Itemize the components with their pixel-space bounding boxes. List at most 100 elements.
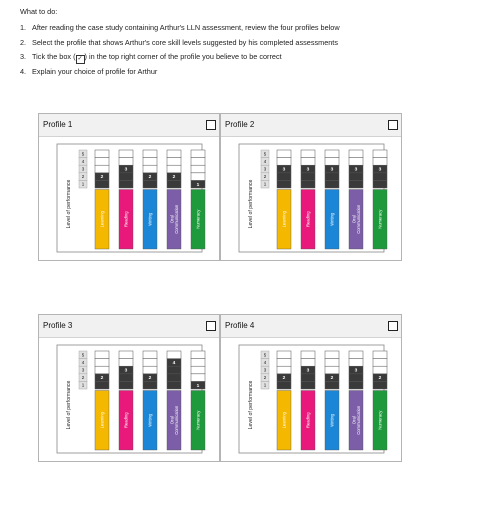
profile-checkbox[interactable] xyxy=(388,321,398,331)
level-empty-cell xyxy=(276,365,292,375)
level-bar-segment xyxy=(118,172,134,181)
level-bar-segment xyxy=(118,373,134,382)
level-tick-label: 5 xyxy=(82,151,85,156)
level-bar-segment xyxy=(300,373,316,382)
level-bar-segment xyxy=(324,180,340,189)
category-bar xyxy=(142,390,158,451)
profile-chart: Level of performance 5 4 3 2 1 2 Learning 3 Readi… xyxy=(238,344,388,454)
profile-checkbox[interactable] xyxy=(206,120,216,130)
profile-title: Profile 4 xyxy=(225,321,255,330)
data-label: 3 xyxy=(307,368,310,374)
level-empty-cell xyxy=(142,149,158,158)
step-text-post: ) in the top right corner of the profile… xyxy=(84,52,282,62)
level-tick-label: 4 xyxy=(264,159,267,164)
level-empty-cell xyxy=(166,164,182,174)
level-empty-cell xyxy=(276,350,292,359)
step-text: Select the profile that shows Arthur's c… xyxy=(32,37,338,47)
level-empty-cell xyxy=(276,157,292,166)
category-label: Learning xyxy=(100,210,105,227)
level-empty-cell xyxy=(348,358,364,367)
category-bar xyxy=(94,390,110,451)
data-label: 2 xyxy=(101,174,104,180)
level-empty-cell xyxy=(190,358,206,367)
level-empty-cell xyxy=(142,350,158,359)
level-bar-segment xyxy=(324,381,340,390)
category-bar xyxy=(276,189,292,250)
level-tick-label: 2 xyxy=(264,174,267,179)
profile-checkbox[interactable] xyxy=(206,321,216,331)
category-label: Reading xyxy=(124,412,129,428)
data-label: 2 xyxy=(149,375,152,381)
step-number: 3. xyxy=(20,52,27,62)
level-bar-segment xyxy=(276,180,292,189)
data-label: 4 xyxy=(173,360,176,366)
level-tick-label: 5 xyxy=(264,352,267,357)
category-label: Oral xyxy=(169,416,174,424)
step-number: 1. xyxy=(20,23,27,33)
category-label: Writing xyxy=(330,413,335,427)
level-empty-cell xyxy=(348,149,364,158)
profile-header: Profile 4 xyxy=(221,315,401,338)
instructions-list: 1. After reading the case study containin… xyxy=(20,24,340,82)
level-tick-label: 5 xyxy=(82,352,85,357)
profile-panel-4: Profile 4 Level of performance 5 4 3 2 1 2 Lear… xyxy=(220,314,402,462)
profile-panel-1: Profile 1 Level of performance 5 4 3 2 1 2 Lear… xyxy=(38,113,220,261)
level-bar-segment xyxy=(94,180,110,189)
instruction-step: 3. Tick the box (✓) in the top right corn… xyxy=(20,53,340,68)
data-label: 2 xyxy=(283,375,286,381)
level-tick-label: 4 xyxy=(264,360,267,365)
level-empty-cell xyxy=(348,157,364,166)
level-empty-cell xyxy=(300,358,316,367)
category-bar xyxy=(142,189,158,250)
data-label: 3 xyxy=(283,167,286,173)
category-label: Learning xyxy=(100,411,105,428)
data-label: 1 xyxy=(197,182,200,188)
level-empty-cell xyxy=(324,365,340,375)
level-empty-cell xyxy=(94,365,110,375)
level-tick-label: 1 xyxy=(82,383,85,388)
category-label: Communication xyxy=(356,204,361,234)
level-empty-cell xyxy=(118,149,134,158)
step-text: After reading the case study containing … xyxy=(32,23,340,33)
checked-box-icon: ✓ xyxy=(75,55,85,65)
category-label: Learning xyxy=(282,411,287,428)
level-bar-segment xyxy=(276,381,292,390)
data-label: 3 xyxy=(125,368,128,374)
level-empty-cell xyxy=(118,358,134,367)
level-empty-cell xyxy=(324,358,340,367)
level-bar-segment xyxy=(142,180,158,189)
data-label: 3 xyxy=(355,368,358,374)
level-empty-cell xyxy=(142,164,158,174)
level-bar-segment xyxy=(166,373,182,382)
level-tick-label: 4 xyxy=(82,159,85,164)
category-label: Oral xyxy=(169,215,174,223)
level-tick-label: 3 xyxy=(264,368,267,373)
profile-title: Profile 2 xyxy=(225,120,255,129)
category-bar xyxy=(166,189,182,250)
level-empty-cell xyxy=(300,350,316,359)
level-tick-label: 3 xyxy=(82,167,85,172)
level-empty-cell xyxy=(372,365,388,375)
level-empty-cell xyxy=(190,365,206,375)
level-tick-label: 5 xyxy=(264,151,267,156)
profile-chart: Level of performance 5 4 3 2 1 2 Learning 3 Readi… xyxy=(56,344,206,454)
level-empty-cell xyxy=(190,157,206,166)
level-empty-cell xyxy=(372,149,388,158)
level-empty-cell xyxy=(166,350,182,359)
instructions-heading: What to do: xyxy=(20,7,58,16)
level-cell xyxy=(260,180,270,189)
category-label: Writing xyxy=(330,212,335,226)
category-label: Learning xyxy=(282,210,287,227)
profile-checkbox[interactable] xyxy=(388,120,398,130)
category-label: Reading xyxy=(124,211,129,227)
level-tick-label: 4 xyxy=(82,360,85,365)
level-empty-cell xyxy=(166,157,182,166)
category-bar xyxy=(190,390,206,451)
instruction-step: 1. After reading the case study containin… xyxy=(20,24,340,39)
y-axis-label: Level of performance xyxy=(66,180,72,229)
category-bar xyxy=(348,189,364,250)
level-bar-segment xyxy=(348,373,364,382)
level-empty-cell xyxy=(94,358,110,367)
level-tick-label: 2 xyxy=(82,174,85,179)
category-bar xyxy=(372,189,388,250)
